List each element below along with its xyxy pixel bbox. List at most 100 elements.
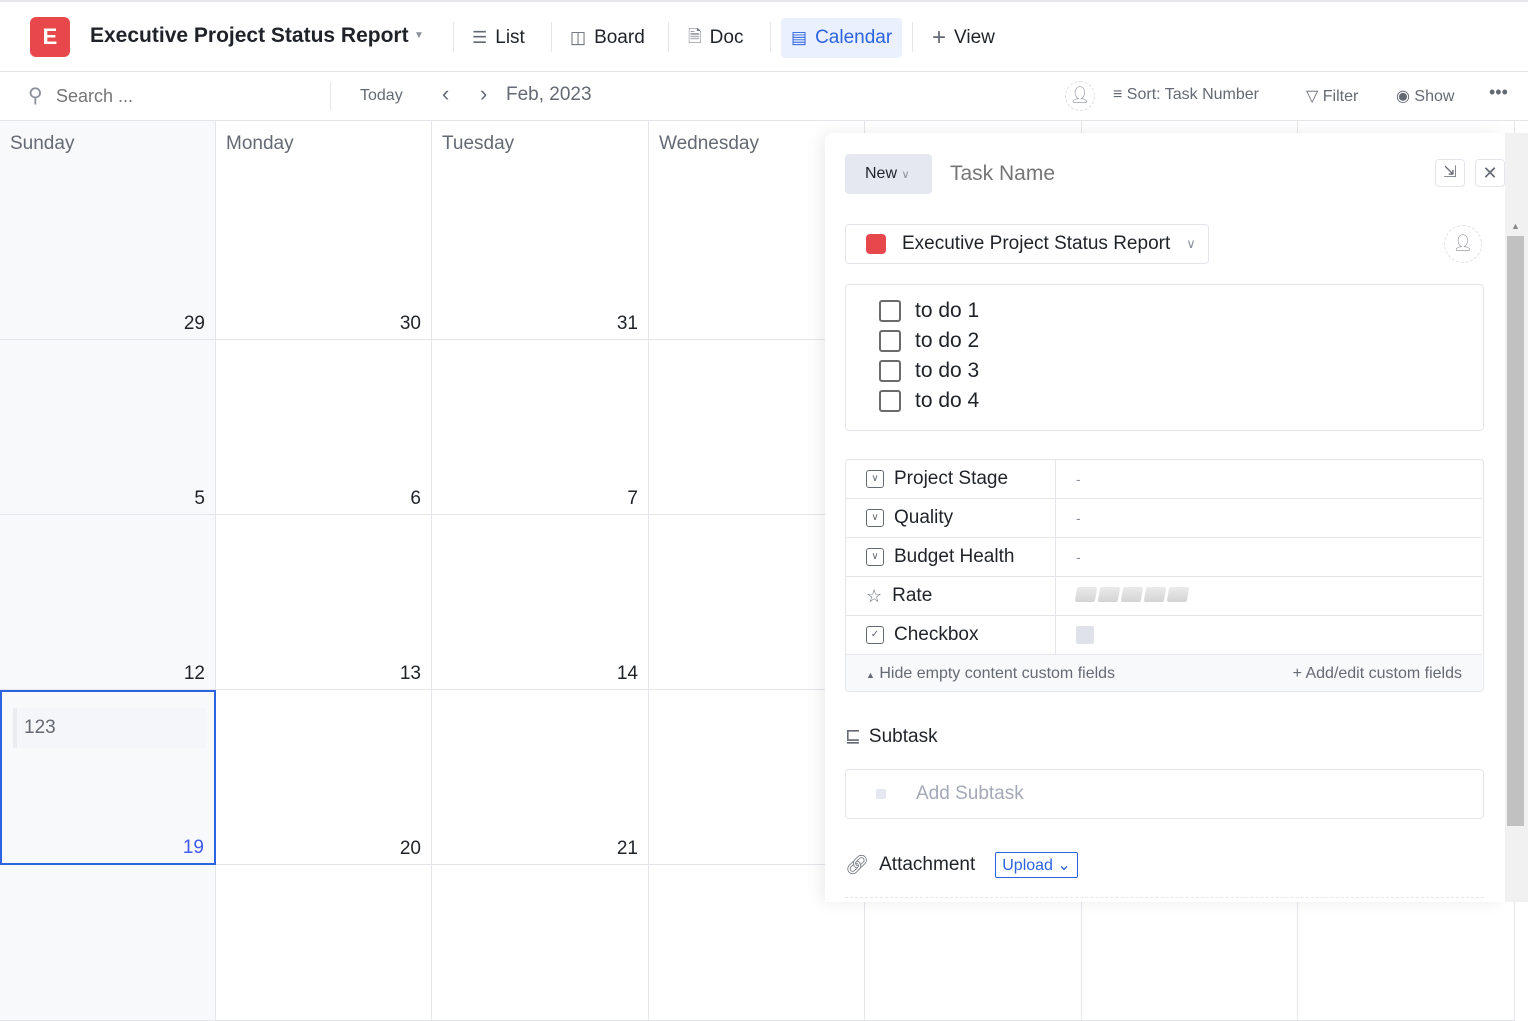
task-detail-panel: New ∨ ⇲ ✕ Executive Project Status Repor… bbox=[825, 133, 1505, 902]
tab-label: Doc bbox=[709, 27, 744, 48]
add-edit-label: Add/edit custom fields bbox=[1305, 665, 1462, 682]
todo-label: to do 2 bbox=[915, 329, 980, 352]
calendar-day-cell[interactable]: 14 bbox=[432, 515, 649, 690]
custom-field-row[interactable]: ∨ Project Stage - bbox=[846, 460, 1482, 499]
calendar-day-cell[interactable]: 19 123 bbox=[0, 690, 216, 865]
day-number: 21 bbox=[616, 838, 638, 859]
top-bar: E Executive Project Status Report ▼ ☰ Lis… bbox=[0, 0, 1528, 72]
todo-checkbox[interactable] bbox=[879, 300, 901, 322]
subtask-section: ⊑ Subtask bbox=[845, 725, 938, 748]
calendar-day-cell[interactable]: 21 bbox=[432, 690, 649, 865]
calendar-day-cell[interactable] bbox=[432, 865, 649, 1021]
tab-label: View bbox=[954, 27, 995, 48]
scrollbar-thumb[interactable] bbox=[1507, 236, 1524, 826]
todo-checkbox[interactable] bbox=[879, 330, 901, 352]
day-number: 20 bbox=[399, 838, 421, 859]
day-number: 12 bbox=[183, 663, 205, 684]
day-number: 14 bbox=[616, 663, 638, 684]
close-icon[interactable]: ✕ bbox=[1475, 159, 1505, 187]
plus-icon: + bbox=[1292, 665, 1302, 682]
todo-list: to do 1 to do 2 to do 3 to do 4 bbox=[845, 284, 1484, 431]
calendar-day-cell[interactable]: 6 bbox=[216, 340, 432, 515]
calendar-day-cell[interactable]: Sunday 29 bbox=[0, 121, 216, 340]
chevron-down-icon: ∨ bbox=[901, 169, 910, 181]
todo-item[interactable]: to do 3 bbox=[879, 359, 979, 383]
scroll-up-icon[interactable]: ▲ bbox=[1511, 221, 1520, 231]
weekday-label: Monday bbox=[226, 133, 294, 154]
star-icon: ☆ bbox=[866, 585, 883, 606]
custom-field-row[interactable]: ∨ Budget Health - bbox=[846, 538, 1482, 577]
filter-label: Filter bbox=[1322, 88, 1359, 105]
project-color-swatch bbox=[866, 234, 886, 254]
field-label: Project Stage bbox=[894, 468, 1009, 489]
caret-down-icon[interactable]: ▼ bbox=[414, 30, 424, 41]
tab-calendar[interactable]: ▤ Calendar bbox=[781, 18, 903, 58]
todo-checkbox[interactable] bbox=[879, 360, 901, 382]
calendar-day-cell[interactable]: 12 bbox=[0, 515, 216, 690]
tab-doc[interactable]: 🗎 Doc bbox=[678, 18, 753, 58]
search-input[interactable] bbox=[56, 82, 316, 110]
hide-empty-label: Hide empty content custom fields bbox=[879, 665, 1116, 682]
custom-field-row[interactable]: ☆ Rate bbox=[846, 577, 1482, 616]
calendar-day-cell[interactable]: 13 bbox=[216, 515, 432, 690]
upload-label: Upload bbox=[1002, 857, 1053, 874]
rating-folder-icon[interactable] bbox=[1120, 587, 1144, 602]
minimize-icon[interactable]: ⇲ bbox=[1435, 159, 1465, 187]
subtask-icon: ⊑ bbox=[845, 726, 861, 747]
rating-value[interactable] bbox=[1056, 587, 1191, 605]
add-edit-fields-button[interactable]: + Add/edit custom fields bbox=[1293, 665, 1462, 683]
custom-field-row[interactable]: ∨ Quality - bbox=[846, 499, 1482, 538]
custom-field-row[interactable]: ✓ Checkbox bbox=[846, 616, 1482, 655]
field-label: Checkbox bbox=[894, 624, 979, 645]
chevron-down-icon: ∨ bbox=[1186, 236, 1196, 251]
todo-item[interactable]: to do 4 bbox=[879, 389, 979, 413]
calendar-day-cell[interactable] bbox=[0, 865, 216, 1021]
rating-folder-icon[interactable] bbox=[1166, 587, 1190, 602]
calendar-day-cell[interactable]: Monday 30 bbox=[216, 121, 432, 340]
field-value[interactable]: - bbox=[1076, 471, 1081, 487]
assign-user-icon[interactable]: 👤︎ bbox=[1444, 225, 1482, 263]
tab-label: Board bbox=[594, 27, 645, 48]
calendar-day-cell[interactable]: 5 bbox=[0, 340, 216, 515]
field-value[interactable]: - bbox=[1076, 549, 1081, 565]
more-icon[interactable]: ••• bbox=[1489, 82, 1508, 102]
eye-icon: ◉ bbox=[1396, 88, 1410, 105]
calendar-icon: ▤ bbox=[791, 28, 808, 47]
rating-folder-icon[interactable] bbox=[1074, 587, 1098, 602]
assignee-filter-icon[interactable]: 👤︎ bbox=[1065, 81, 1095, 111]
add-view-button[interactable]: + View bbox=[922, 18, 1005, 58]
panel-scrollbar[interactable]: ▲ bbox=[1505, 133, 1528, 902]
sort-button[interactable]: ≡ Sort: Task Number bbox=[1113, 86, 1259, 104]
tab-board[interactable]: ◫ Board bbox=[560, 18, 655, 58]
calendar-day-cell[interactable]: 7 bbox=[432, 340, 649, 515]
project-title[interactable]: Executive Project Status Report bbox=[90, 24, 409, 47]
attachment-dropzone[interactable] bbox=[845, 897, 1484, 907]
field-checkbox[interactable] bbox=[1076, 626, 1094, 645]
rating-folder-icon[interactable] bbox=[1143, 587, 1167, 602]
project-name: Executive Project Status Report bbox=[902, 233, 1171, 254]
task-name-input[interactable] bbox=[950, 158, 1410, 190]
add-subtask-placeholder: Add Subtask bbox=[916, 783, 1024, 804]
add-subtask-input[interactable]: Add Subtask bbox=[845, 769, 1484, 819]
field-value[interactable]: - bbox=[1076, 510, 1081, 526]
calendar-day-cell[interactable] bbox=[216, 865, 432, 1021]
calendar-day-cell[interactable]: Tuesday 31 bbox=[432, 121, 649, 340]
todo-checkbox[interactable] bbox=[879, 390, 901, 412]
dropdown-field-icon: ∨ bbox=[866, 509, 884, 527]
sort-label: Sort: bbox=[1126, 86, 1161, 103]
hide-empty-toggle[interactable]: ▲ Hide empty content custom fields bbox=[866, 665, 1115, 683]
rating-folder-icon[interactable] bbox=[1097, 587, 1121, 602]
calendar-day-cell[interactable]: 20 bbox=[216, 690, 432, 865]
calendar-event[interactable]: 123 bbox=[13, 708, 206, 748]
status-dropdown[interactable]: New ∨ bbox=[845, 154, 932, 194]
next-month-icon[interactable]: › bbox=[480, 81, 488, 106]
todo-item[interactable]: to do 2 bbox=[879, 329, 979, 353]
prev-month-icon[interactable]: ‹ bbox=[442, 81, 450, 106]
project-selector[interactable]: Executive Project Status Report ∨ bbox=[845, 224, 1209, 264]
filter-button[interactable]: ▽ Filter bbox=[1306, 86, 1358, 106]
upload-button[interactable]: Upload ⌄ bbox=[995, 852, 1078, 878]
todo-item[interactable]: to do 1 bbox=[879, 299, 979, 323]
show-button[interactable]: ◉ Show bbox=[1396, 86, 1454, 106]
tab-list[interactable]: ☰ List bbox=[462, 18, 535, 58]
today-button[interactable]: Today bbox=[360, 87, 403, 104]
